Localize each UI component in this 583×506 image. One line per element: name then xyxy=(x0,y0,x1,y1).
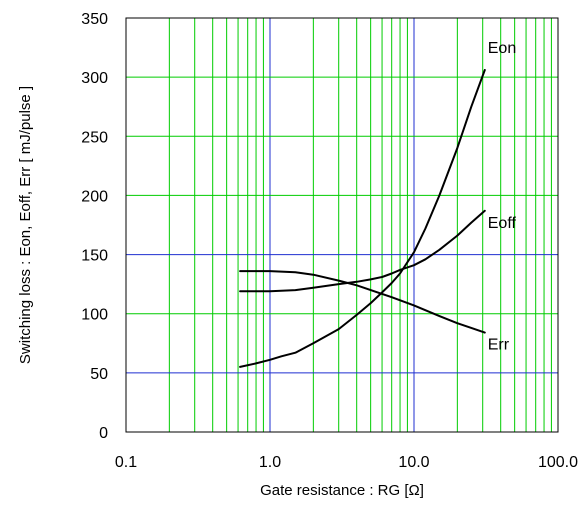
y-tick-label: 0 xyxy=(99,425,108,442)
y-tick-label: 300 xyxy=(81,70,108,87)
x-tick-label: 10.0 xyxy=(398,454,429,471)
plot-frame xyxy=(125,17,559,433)
x-tick-label: 1.0 xyxy=(259,454,281,471)
x-tick-label: 100.0 xyxy=(538,454,578,471)
x-tick-label: 0.1 xyxy=(115,454,137,471)
y-tick-label: 200 xyxy=(81,188,108,205)
series-line-err xyxy=(239,270,486,334)
y-tick-label: 150 xyxy=(81,248,108,265)
y-tick-label: 250 xyxy=(81,129,108,146)
series-labels: Eon Eoff Err xyxy=(488,40,517,354)
y-tick-label: 350 xyxy=(81,11,108,28)
series-label-eoff: Eoff xyxy=(488,215,517,232)
series-line-eon xyxy=(239,69,486,368)
series-label-err: Err xyxy=(488,337,510,354)
series-lines xyxy=(239,69,486,368)
series-line-eoff xyxy=(239,209,486,293)
series-label-eon: Eon xyxy=(488,40,516,57)
y-axis-label: Switching loss : Eon, Eoff, Err [ mJ/pul… xyxy=(17,86,34,364)
tick-labels: 0.1 1.0 10.0 100.0 0 50 100 150 200 250 300 350 xyxy=(81,11,578,471)
y-tick-label: 100 xyxy=(81,307,108,324)
x-axis-label: Gate resistance : RG [Ω] xyxy=(260,482,424,499)
y-tick-label: 50 xyxy=(90,366,108,383)
